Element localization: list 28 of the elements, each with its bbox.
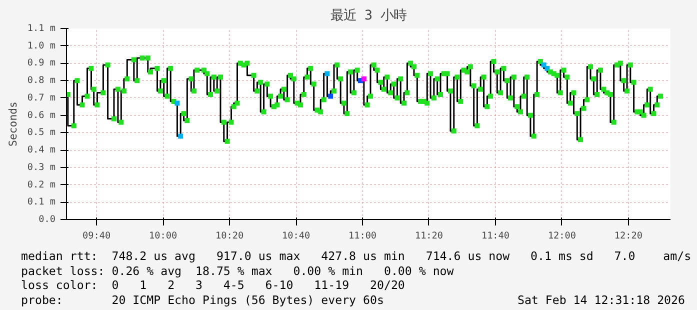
x-tick-label: 10:00 — [149, 230, 178, 242]
x-tick-label: 11:00 — [348, 230, 377, 242]
x-tick-label: 10:40 — [282, 230, 310, 242]
chart-title: 最近 3 小時 — [330, 8, 407, 24]
y-tick-label: 0.8 m — [27, 75, 56, 86]
y-axis-title: Seconds — [6, 102, 20, 146]
y-tick-label: 0.4 m — [27, 144, 56, 156]
y-tick-label: 1.1 m — [27, 23, 56, 34]
y-tick-label: 0.1 m — [27, 196, 56, 208]
text: probe: 20 ICMP Echo Pings (56 Bytes) every 60s — [21, 292, 384, 307]
y-tick-label: 0.0 — [38, 214, 56, 225]
x-tick-label: 11:20 — [414, 230, 444, 242]
x-tick-label: 11:40 — [481, 230, 510, 242]
x-tick-label: 12:00 — [548, 230, 576, 242]
text: packet loss: 0.26 % avg 18.75 % max 0.00 % min 0.00 % now — [21, 264, 455, 278]
y-tick-label: 1.0 m — [27, 40, 56, 52]
x-tick-label: 10:20 — [215, 230, 244, 242]
text: loss color: 0 1 2 3 4-5 6-10 11-19 20/20 — [21, 278, 406, 292]
y-tick-label: 0.6 m — [27, 110, 56, 121]
y-tick-label: 0.2 m — [27, 179, 56, 190]
text: median rtt: 748.2 us avg 917.0 us max 427.8 us min 714.6 us now 0.1 ms sd 7.0 am/s — [21, 249, 692, 264]
y-tick-label: 0.9 m — [27, 58, 56, 69]
x-tick-label: 09:40 — [82, 230, 111, 242]
text: Sat Feb 14 12:31:18 2026 — [517, 292, 685, 307]
y-tick-label: 0.5 m — [27, 127, 56, 138]
y-tick-label: 0.3 m — [27, 162, 56, 173]
x-tick-label: 12:20 — [614, 230, 643, 242]
y-tick-label: 0.7 m — [27, 92, 56, 104]
